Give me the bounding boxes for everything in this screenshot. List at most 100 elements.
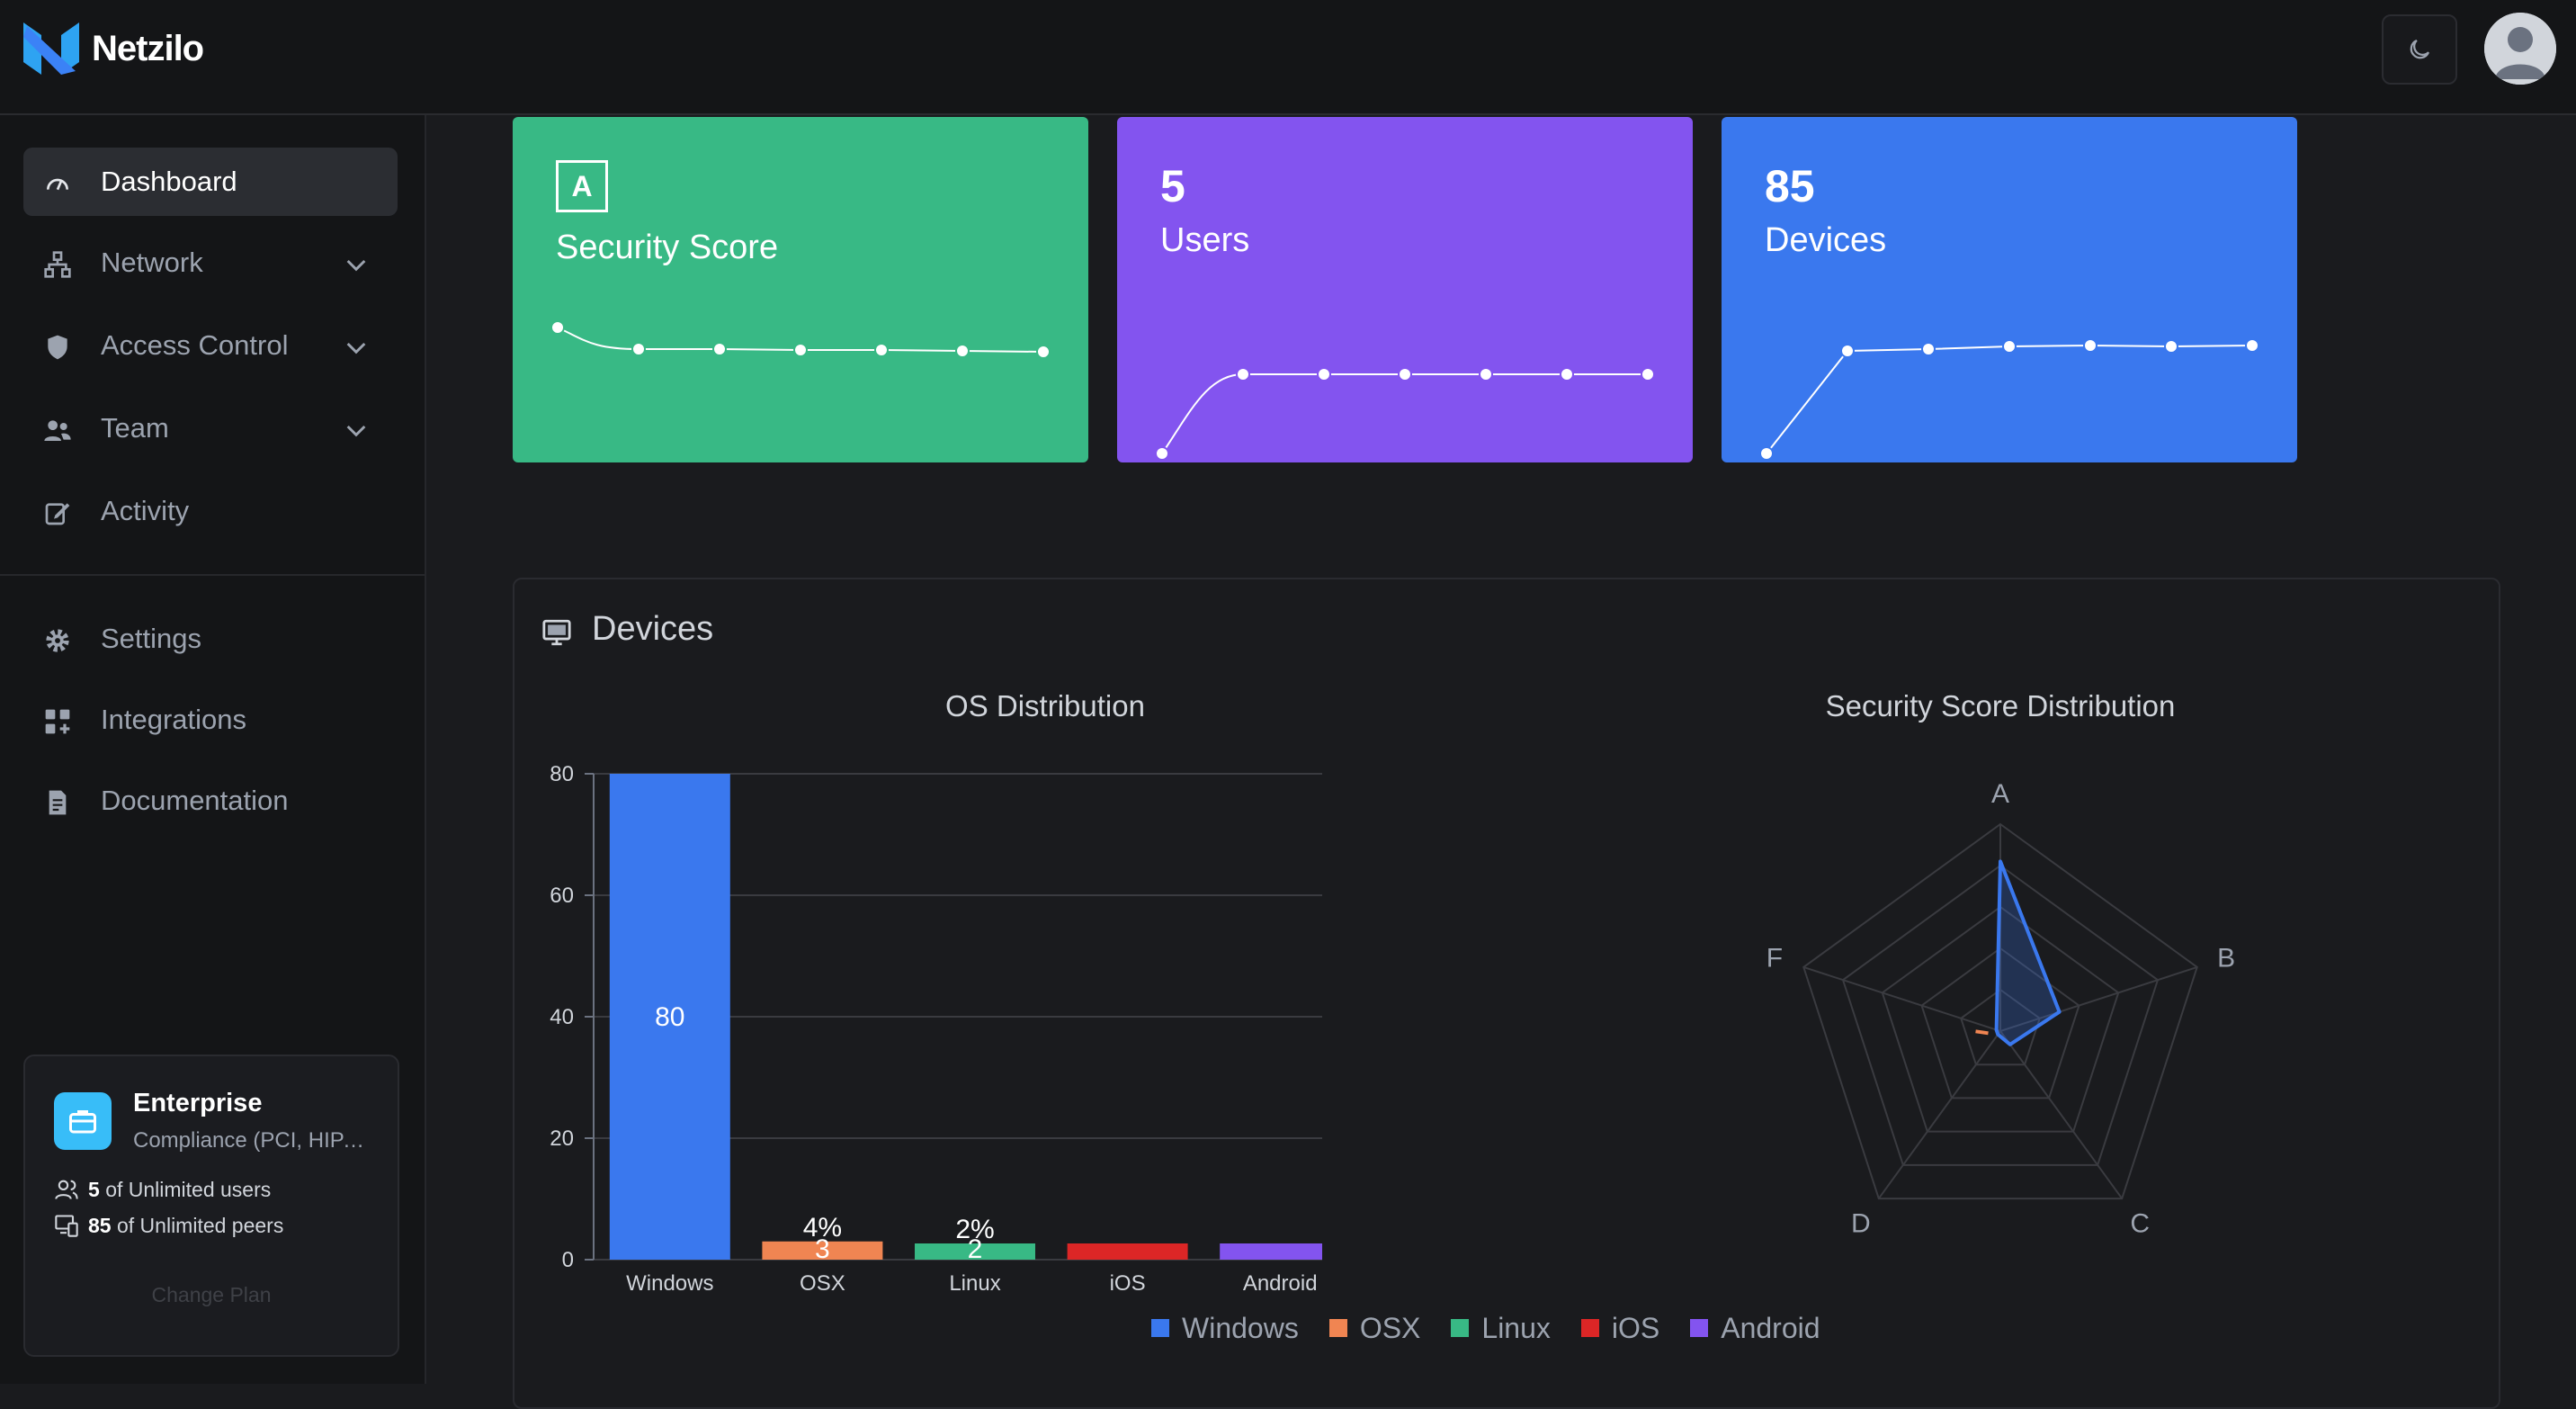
devices-outline-icon [55,1215,78,1237]
sidebar-item-access-control[interactable]: Access Control [23,311,398,380]
plan-peers-row: 85 of Unlimited peers [54,1213,283,1238]
radar-axis-label: C [2130,1209,2150,1239]
x-tick-label: OSX [800,1271,845,1296]
os-distribution-chart: 0 20 40 60 80 80 Windows 34% OSX 22% Linux iOS Andro… [550,762,1322,1296]
legend-label: Linux [1481,1312,1551,1344]
sidebar-item-label: Activity [101,495,190,526]
legend-item-ios[interactable]: iOS [1580,1312,1659,1345]
devices-panel: Devices [513,578,2500,1409]
radar-spoke [1999,965,2198,1032]
security-score-card[interactable]: A Security Score [513,117,1088,462]
radar-spoke [1802,965,2001,1032]
sidebar-item-label: Dashboard [101,166,237,197]
network-icon [44,251,71,278]
legend-label: Windows [1182,1312,1299,1344]
legend-swatch [1451,1318,1470,1337]
change-plan-button[interactable]: Change Plan [151,1283,272,1306]
security-grade: A [556,160,608,212]
plan-users-text: of Unlimited users [105,1177,272,1201]
bar-android[interactable] [1220,1243,1322,1260]
users-label: Users [1160,221,1250,259]
legend-swatch [1328,1318,1347,1337]
logo[interactable]: Netzilo [22,18,204,79]
sidebar-item-label: Network [101,247,203,278]
radar-grid-ring [1960,988,2041,1066]
legend-item-osx[interactable]: OSX [1328,1312,1421,1345]
legend-item-windows[interactable]: Windows [1151,1312,1299,1345]
legend-swatch [1580,1318,1599,1337]
edit-icon [45,503,70,525]
sidebar-item-label: Access Control [101,329,289,361]
legend-item-linux[interactable]: Linux [1451,1312,1551,1345]
moon-icon [2410,39,2430,59]
devices-card[interactable]: 85 Devices [1722,117,2297,462]
user-avatar-icon [2484,13,2556,85]
devices-label: Devices [1765,221,1887,259]
security-score-label: Security Score [556,229,779,266]
sidebar-item-dashboard[interactable]: Dashboard [23,148,398,216]
users-outline-icon [55,1180,78,1199]
radar-axis-label: F [1767,943,1783,973]
bar-osx[interactable] [762,1241,883,1260]
bar-value-label: 80 [655,1002,684,1032]
plan-card: Enterprise Compliance (PCI, HIPAA, SOC2)… [23,1055,399,1357]
security-sparkline [550,320,1051,359]
users-count: 5 [1160,161,1185,211]
users-sparkline [1155,367,1655,461]
chevron-down-icon[interactable] [342,416,371,444]
sidebar-item-label: Documentation [101,785,289,816]
radar-chart-title: Security Score Distribution [1825,689,2176,722]
sidebar-item-activity[interactable]: Activity [23,477,398,545]
radar-grid-ring [1920,947,2080,1099]
briefcase-icon [54,1092,112,1150]
sidebar-divider [0,574,425,576]
sidebar-item-settings[interactable]: Settings [23,605,398,673]
logo-icon [23,22,79,75]
chevron-down-icon[interactable] [342,333,371,362]
sidebar-item-documentation[interactable]: Documentation [23,767,398,835]
sidebar-item-network[interactable]: Network [23,229,398,297]
x-tick-label: Windows [626,1271,713,1296]
devices-panel-title: Devices [592,610,714,648]
os-chart-title: OS Distribution [945,689,1145,722]
bar-percent-label: 2% [955,1215,994,1244]
top-bar: Netzilo [0,0,2576,115]
x-tick-label: Linux [949,1271,1000,1296]
sidebar-item-team[interactable]: Team [23,394,398,462]
radar-spoke [1878,1030,2001,1199]
plan-name: Enterprise [133,1089,263,1117]
plan-peers-count: 85 [88,1213,112,1237]
shield-icon [48,335,67,360]
devices-sparkline [1759,338,2259,461]
app-name: Netzilo [92,28,204,68]
legend-swatch [1690,1318,1709,1337]
bar-ios[interactable] [1067,1243,1188,1260]
radar-grid-ring [1881,905,2120,1133]
plan-users-row: 5 of Unlimited users [54,1177,271,1202]
bar-windows[interactable] [609,774,730,1260]
legend-swatch [1151,1318,1169,1337]
plan-subtitle: Compliance (PCI, HIPAA, SOC2) [133,1128,376,1153]
bar-linux[interactable] [915,1243,1035,1260]
theme-toggle-button[interactable] [2382,14,2457,85]
sidebar-item-integrations[interactable]: Integrations [23,686,398,754]
legend-item-android[interactable]: Android [1690,1312,1820,1345]
puzzle-icon [45,709,70,734]
y-tick-label: 60 [550,884,574,908]
legend-label: OSX [1359,1312,1421,1344]
radar-spoke [1999,1030,2123,1199]
chevron-down-icon[interactable] [342,250,371,279]
users-card[interactable]: 5 Users [1117,117,1693,462]
plan-peers-text: of Unlimited peers [116,1213,284,1237]
legend-label: Android [1721,1312,1820,1344]
plan-users-count: 5 [88,1177,100,1201]
sidebar-item-label: Team [101,412,169,444]
radar-grid-ring [1802,822,2198,1200]
y-tick-label: 20 [550,1126,574,1151]
avatar[interactable] [2484,13,2556,85]
radar-series-area[interactable] [1994,859,2062,1046]
users-icon [44,420,71,441]
bar-value-label: 3 [815,1234,830,1264]
radar-axis-label: A [1991,779,2009,809]
bar-percent-label: 4% [803,1213,842,1243]
